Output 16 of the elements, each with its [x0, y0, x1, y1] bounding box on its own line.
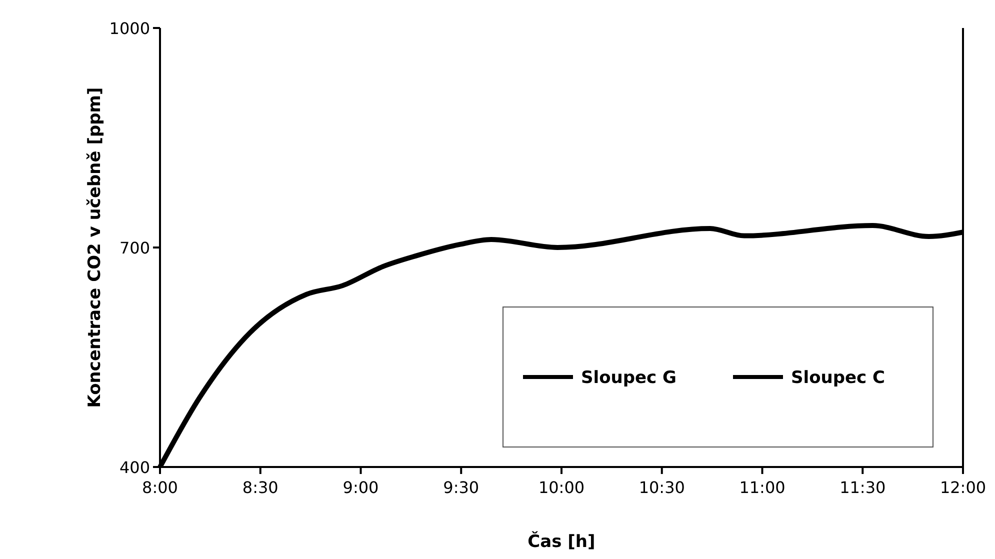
x-tick-label: 11:30 [840, 478, 886, 497]
x-tick-label: 10:30 [638, 478, 685, 497]
x-tick-label: 12:00 [940, 478, 986, 497]
x-axis-title: Čas [h] [528, 531, 596, 552]
legend-label: Sloupec G [581, 368, 677, 388]
y-tick-label: 700 [119, 238, 150, 258]
x-tick-label: 11:00 [739, 478, 786, 497]
legend-label: Sloupec C [791, 368, 886, 388]
y-tick-label: 1000 [109, 19, 150, 38]
x-tick-label: 9:00 [342, 478, 379, 497]
y-tick-label: 400 [119, 458, 150, 477]
x-tick-label: 10:00 [538, 478, 585, 497]
x-tick-label: 8:30 [242, 478, 278, 497]
x-tick-label: 8:00 [142, 478, 178, 497]
y-axis-title: Koncentrace CO2 v učebně [ppm] [85, 87, 105, 408]
x-tick-label: 9:30 [443, 478, 480, 497]
